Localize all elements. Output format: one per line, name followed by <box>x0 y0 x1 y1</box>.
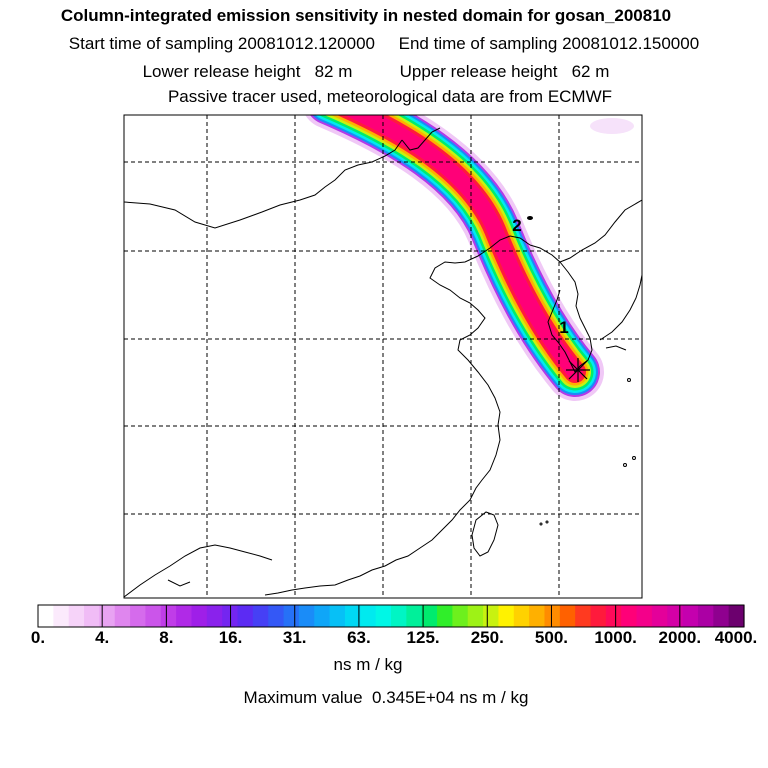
colorbar-cell <box>391 605 407 627</box>
colorbar-frame <box>37 604 745 628</box>
colorbar-cell <box>713 605 730 627</box>
colorbar-tick-label: 16. <box>218 628 243 647</box>
colorbar-cell <box>452 605 469 627</box>
colorbar-cell <box>38 605 54 627</box>
colorbar-cell <box>53 605 70 627</box>
colorbar-dividers <box>101 605 681 627</box>
coast-japan-west <box>599 274 642 341</box>
colorbar-cell <box>252 605 269 627</box>
colorbar-tick-label: 250. <box>470 628 504 647</box>
release-location-icon <box>566 358 590 382</box>
colorbar-units: ns m / kg <box>333 655 403 674</box>
coast-kyushu <box>605 345 627 351</box>
island-dot <box>627 378 631 382</box>
trajectory-label-2: 2 <box>512 216 521 235</box>
tracer-info-line: Passive tracer used, meteorological data… <box>167 87 613 106</box>
coast-korea <box>547 261 593 373</box>
border-north <box>124 139 403 229</box>
maximum-value-text: Maximum value 0.345E+04 ns m / kg <box>243 688 529 707</box>
colorbar-cell <box>114 605 131 627</box>
colorbar-cell <box>697 605 714 627</box>
colorbar-tick-label: 1000. <box>594 628 637 647</box>
colorbar-tick-label: 31. <box>282 628 307 647</box>
trajectory-dot <box>527 216 533 220</box>
colorbar-cell <box>467 605 484 627</box>
colorbar-cells <box>38 605 745 627</box>
colorbar <box>37 604 745 628</box>
colorbar-cell <box>575 605 592 627</box>
colorbar-tick-label: 0. <box>30 628 46 647</box>
border-south <box>124 544 273 598</box>
colorbar-cell <box>667 605 684 627</box>
coast-china-east <box>264 235 531 596</box>
colorbar-cell <box>682 605 699 627</box>
colorbar-cell <box>651 605 668 627</box>
island-dot <box>539 522 543 526</box>
border-northeast <box>401 127 441 151</box>
colorbar-cell <box>544 605 561 627</box>
colorbar-cell <box>176 605 193 627</box>
colorbar-cell <box>605 605 622 627</box>
lat-lon-grid <box>124 115 642 598</box>
colorbar-cell <box>728 605 745 627</box>
island-dot <box>545 520 549 524</box>
colorbar-cell <box>237 605 254 627</box>
colorbar-cell <box>529 605 546 627</box>
colorbar-cell <box>191 605 208 627</box>
colorbar-cell <box>314 605 331 627</box>
colorbar-cell <box>283 605 300 627</box>
colorbar-cell <box>375 605 392 627</box>
colorbar-tick-label: 125. <box>406 628 440 647</box>
colorbar-cell <box>590 605 607 627</box>
colorbar-cell <box>84 605 100 627</box>
colorbar-cell <box>559 605 576 627</box>
colorbar-cell <box>621 605 638 627</box>
map-frame <box>123 114 643 599</box>
colorbar-tick-label: 4. <box>95 628 110 647</box>
border-manchuria <box>529 199 642 263</box>
colorbar-cell <box>437 605 453 627</box>
colorbar-cell <box>513 605 530 627</box>
colorbar-cell <box>68 605 85 627</box>
plume-layer <box>305 115 634 401</box>
colorbar-cell <box>329 605 346 627</box>
colorbar-tick-label: 4000. <box>714 628 758 647</box>
faint-sensitivity-patch <box>590 118 634 134</box>
colorbar-cell <box>130 605 147 627</box>
colorbar-cell <box>206 605 223 627</box>
colorbar-cell <box>421 605 438 627</box>
sensitivity-map: 2 1 <box>123 114 643 599</box>
colorbar-cell <box>344 605 361 627</box>
colorbar-cell <box>160 605 177 627</box>
colorbar-cell <box>360 605 377 627</box>
plot-title: Column-integrated emission sensitivity i… <box>60 6 672 25</box>
colorbar-cell <box>298 605 315 627</box>
colorbar-cell <box>406 605 423 627</box>
release-height-line: Lower release height 82 m Upper release … <box>142 62 610 81</box>
sampling-time-line: Start time of sampling 20081012.120000 E… <box>68 34 700 53</box>
colorbar-cell <box>99 605 116 627</box>
colorbar-cell <box>145 605 162 627</box>
coastlines <box>124 127 642 598</box>
colorbar-cell <box>483 605 500 627</box>
island-dot <box>623 463 627 467</box>
plume-band-pink <box>344 115 583 380</box>
colorbar-tick-label: 2000. <box>658 628 702 647</box>
colorbar-cell <box>636 605 653 627</box>
colorbar-cell <box>498 605 515 627</box>
colorbar-cell <box>268 605 285 627</box>
coast-hainan <box>167 579 191 587</box>
trajectory-label-1: 1 <box>559 318 568 337</box>
colorbar-tick-label: 8. <box>159 628 174 647</box>
island-dot <box>632 456 636 460</box>
colorbar-tick-label: 500. <box>534 628 568 647</box>
colorbar-tick-label: 63. <box>347 628 371 647</box>
